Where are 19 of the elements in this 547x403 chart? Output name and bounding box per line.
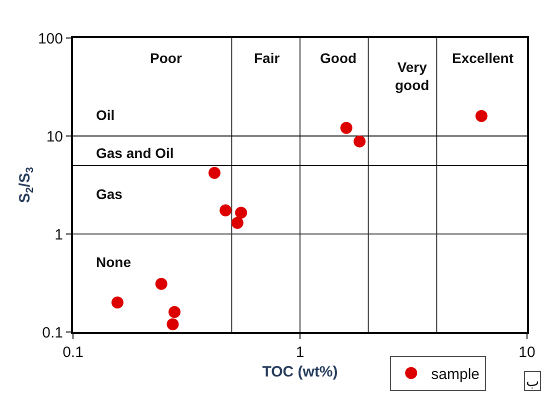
annotation: Very good — [395, 59, 430, 94]
text: ب — [526, 373, 539, 389]
x-tick-label: 10 — [518, 344, 536, 361]
x-axis-title: TOC (wt%) — [262, 364, 338, 380]
y-tick-label: 10 — [46, 128, 63, 146]
annotation: Poor — [150, 50, 182, 66]
annotation: Gas — [96, 186, 123, 202]
annotation: Oil — [96, 107, 115, 123]
legend-label: sample — [431, 366, 480, 383]
y-tick-label: 100 — [38, 30, 63, 48]
annotation: Excellent — [452, 50, 514, 66]
x-tick-label: 1 — [296, 344, 304, 361]
y-tick-label: 1 — [54, 226, 63, 244]
x-tick-label: 0.1 — [62, 344, 84, 361]
annotation: Fair — [254, 50, 280, 66]
y-tick-label: 0.1 — [42, 324, 63, 342]
annotation: Good — [320, 50, 357, 66]
annotation: None — [96, 254, 132, 270]
annotation: Gas and Oil — [96, 145, 174, 161]
